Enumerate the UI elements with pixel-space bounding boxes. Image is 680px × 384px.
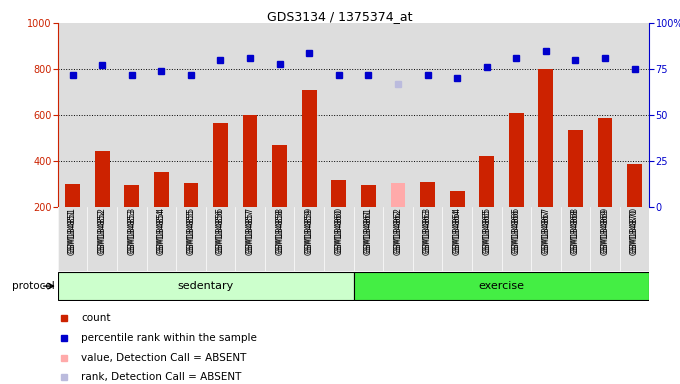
Bar: [58, 272, 354, 300]
Text: GSM184853: GSM184853: [127, 209, 136, 255]
Bar: [154, 172, 169, 207]
Text: GSM184870: GSM184870: [630, 209, 639, 255]
Bar: [213, 123, 228, 207]
Bar: [598, 118, 613, 207]
Text: GDS3134 / 1375374_at: GDS3134 / 1375374_at: [267, 10, 413, 23]
Bar: [302, 90, 317, 207]
Text: GSM184861: GSM184861: [364, 209, 373, 255]
Bar: [449, 191, 464, 207]
Text: value, Detection Call = ABSENT: value, Detection Call = ABSENT: [82, 353, 247, 362]
Text: percentile rank within the sample: percentile rank within the sample: [82, 333, 257, 343]
Bar: [354, 272, 649, 300]
Text: protocol: protocol: [12, 281, 54, 291]
Text: GSM184868: GSM184868: [571, 209, 580, 255]
Text: GSM184866: GSM184866: [512, 209, 521, 255]
Bar: [479, 156, 494, 207]
Bar: [539, 69, 554, 207]
Text: GSM184855: GSM184855: [186, 209, 195, 255]
Text: GSM184860: GSM184860: [335, 209, 343, 255]
Text: GSM184854: GSM184854: [157, 209, 166, 255]
Text: GSM184864: GSM184864: [453, 209, 462, 255]
Text: count: count: [82, 313, 111, 323]
Text: GSM184863: GSM184863: [423, 209, 432, 255]
Text: GSM184865: GSM184865: [482, 209, 491, 255]
Text: GSM184857: GSM184857: [245, 209, 254, 255]
Text: GSM184856: GSM184856: [216, 209, 225, 255]
Text: GSM184862: GSM184862: [394, 209, 403, 255]
Bar: [65, 184, 80, 207]
Text: GSM184859: GSM184859: [305, 209, 313, 255]
Bar: [627, 164, 642, 207]
Text: GSM184858: GSM184858: [275, 209, 284, 255]
Text: GSM184852: GSM184852: [98, 209, 107, 255]
Bar: [243, 115, 258, 207]
Bar: [420, 182, 435, 207]
Bar: [509, 113, 524, 207]
Bar: [568, 130, 583, 207]
Bar: [95, 151, 109, 207]
Text: rank, Detection Call = ABSENT: rank, Detection Call = ABSENT: [82, 372, 242, 382]
Bar: [331, 180, 346, 207]
Bar: [361, 185, 376, 207]
Bar: [124, 185, 139, 207]
Bar: [272, 145, 287, 207]
Text: GSM184867: GSM184867: [541, 209, 550, 255]
Text: GSM184869: GSM184869: [600, 209, 609, 255]
Text: sedentary: sedentary: [177, 281, 234, 291]
Bar: [390, 183, 405, 207]
Text: GSM184851: GSM184851: [68, 209, 77, 255]
Text: exercise: exercise: [479, 281, 524, 291]
Bar: [184, 183, 199, 207]
